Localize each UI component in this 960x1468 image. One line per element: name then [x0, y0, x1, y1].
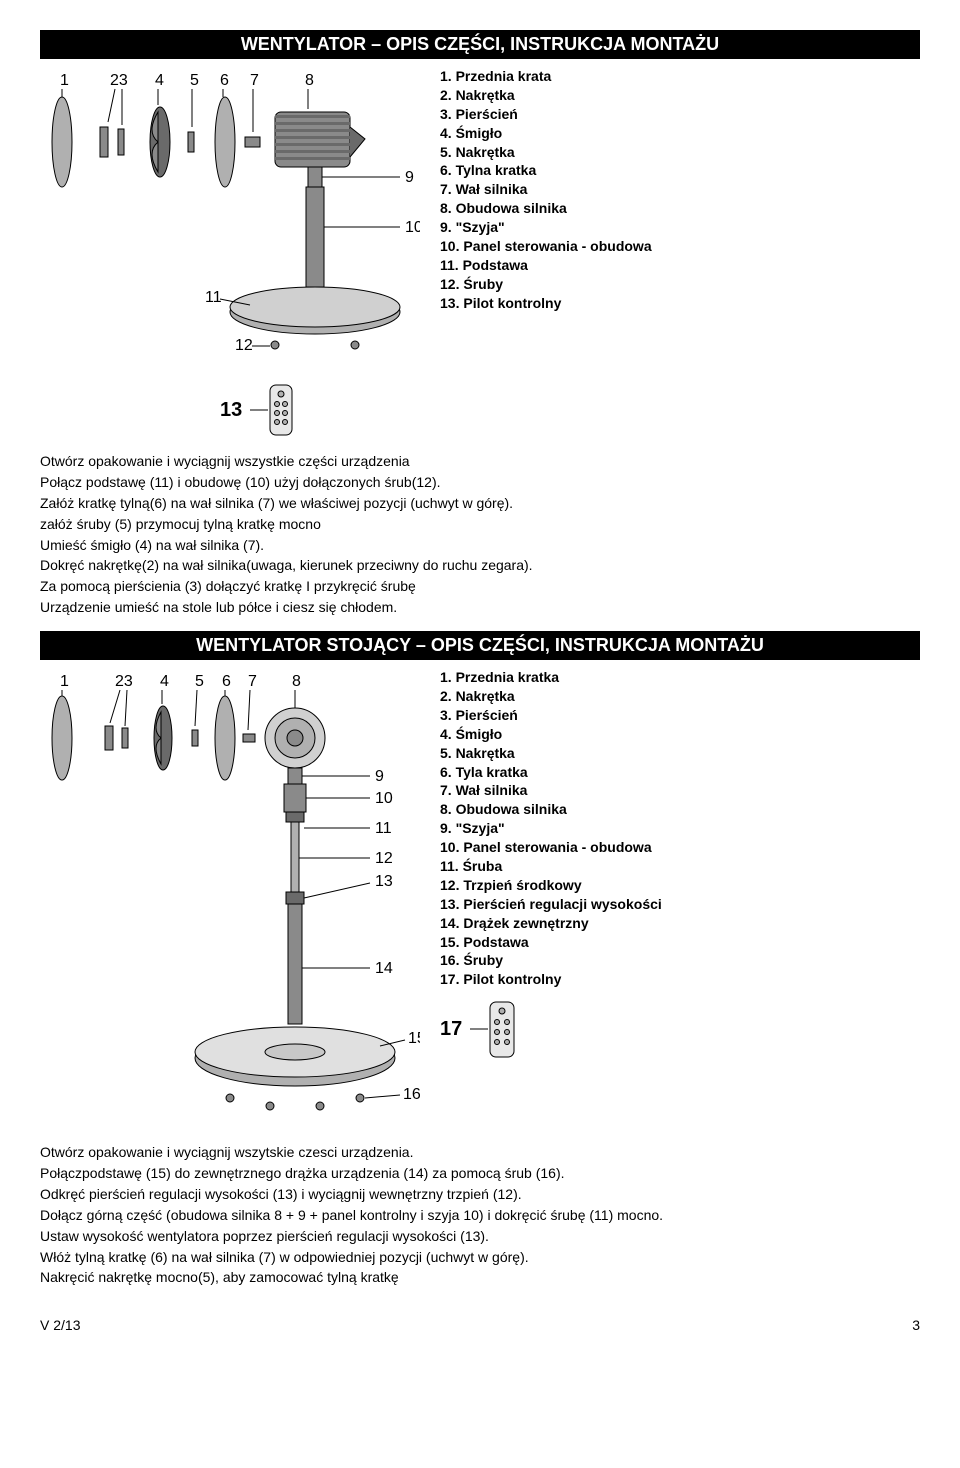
- section-2-row: 1 23 4 5 6 7 8: [40, 668, 920, 1131]
- instr1-l3: Załóż kratkę tylną(6) na wał silnika (7)…: [40, 494, 920, 513]
- instr1-l2: Połącz podstawę (11) i obudowę (10) użyj…: [40, 473, 920, 492]
- instr1-l6: Dokręć nakrętkę(2) na wał silnika(uwaga,…: [40, 556, 920, 575]
- d2-label-8: 8: [292, 673, 301, 690]
- remote-2-icon: [470, 997, 525, 1062]
- part-2-13: 13. Pierścień regulacji wysokości: [440, 895, 920, 914]
- remote-2-label: 17: [440, 1016, 462, 1043]
- d1-label-5: 5: [190, 72, 199, 89]
- d2-label-23: 23: [115, 673, 133, 690]
- part-2-4: 4. Śmigło: [440, 725, 920, 744]
- part-2-8: 8. Obudowa silnika: [440, 800, 920, 819]
- d2-label-16: 16: [403, 1086, 420, 1103]
- parts-list-2: 1. Przednia kratka 2. Nakrętka 3. Pierśc…: [440, 668, 920, 1062]
- d2-label-5: 5: [195, 673, 204, 690]
- d2-label-4: 4: [160, 673, 169, 690]
- instr1-l1: Otwórz opakowanie i wyciągnij wszystkie …: [40, 452, 920, 471]
- section-1-row: 1 23 4 5 6 7 8: [40, 67, 920, 370]
- part-2-6: 6. Tyla kratka: [440, 763, 920, 782]
- instructions-1: Otwórz opakowanie i wyciągnij wszystkie …: [40, 452, 920, 617]
- part-2-15: 15. Podstawa: [440, 933, 920, 952]
- part-1-1: 1. Przednia krata: [440, 67, 920, 86]
- d1-label-23: 23: [110, 72, 128, 89]
- d1-label-1: 1: [60, 72, 69, 89]
- d2-label-14: 14: [375, 960, 393, 977]
- d2-label-7: 7: [248, 673, 257, 690]
- instr2-l1: Otwórz opakowanie i wyciągnij wszytskie …: [40, 1143, 920, 1162]
- d1-label-6: 6: [220, 72, 229, 89]
- instr1-l7: Za pomocą pierścienia (3) dołączyć kratk…: [40, 577, 920, 596]
- part-2-9: 9. "Szyja": [440, 819, 920, 838]
- part-1-13: 13. Pilot kontrolny: [440, 294, 920, 313]
- remote-1-box: 13: [220, 380, 920, 440]
- part-2-10: 10. Panel sterowania - obudowa: [440, 838, 920, 857]
- part-1-2: 2. Nakrętka: [440, 86, 920, 105]
- part-2-12: 12. Trzpień środkowy: [440, 876, 920, 895]
- instr1-l8: Urządzenie umieść na stole lub półce i c…: [40, 598, 920, 617]
- part-1-4: 4. Śmigło: [440, 124, 920, 143]
- d1-label-9: 9: [405, 169, 414, 186]
- d2-label-15: 15: [408, 1030, 420, 1047]
- d1-label-11: 11: [205, 289, 222, 306]
- d1-label-8: 8: [305, 72, 314, 89]
- instr2-l5: Ustaw wysokość wentylatora poprzez pierś…: [40, 1227, 920, 1246]
- instr2-l7: Nakręcić nakrętkę mocno(5), aby zamocowa…: [40, 1268, 920, 1287]
- part-2-2: 2. Nakrętka: [440, 687, 920, 706]
- part-1-8: 8. Obudowa silnika: [440, 199, 920, 218]
- instructions-2: Otwórz opakowanie i wyciągnij wszytskie …: [40, 1143, 920, 1287]
- section-2-header: WENTYLATOR STOJĄCY – OPIS CZĘŚCI, INSTRU…: [40, 631, 920, 660]
- diagram-1: 1 23 4 5 6 7 8: [40, 67, 420, 370]
- part-2-11: 11. Śruba: [440, 857, 920, 876]
- part-1-3: 3. Pierścień: [440, 105, 920, 124]
- remote-1-icon: [250, 380, 300, 440]
- instr2-l6: Włóż tylną kratkę (6) na wał silnika (7)…: [40, 1248, 920, 1267]
- page-footer: V 2/13 3: [40, 1317, 920, 1333]
- footer-left: V 2/13: [40, 1317, 80, 1333]
- instr1-l5: Umieść śmigło (4) na wał silnika (7).: [40, 536, 920, 555]
- parts-list-1: 1. Przednia krata 2. Nakrętka 3. Pierści…: [440, 67, 920, 313]
- part-1-5: 5. Nakrętka: [440, 143, 920, 162]
- instr2-l3: Odkręć pierścień regulacji wysokości (13…: [40, 1185, 920, 1204]
- part-2-3: 3. Pierścień: [440, 706, 920, 725]
- part-1-10: 10. Panel sterowania - obudowa: [440, 237, 920, 256]
- footer-right: 3: [912, 1317, 920, 1333]
- instr1-l4: załóż śruby (5) przymocuj tylną kratkę m…: [40, 515, 920, 534]
- d1-label-7: 7: [250, 72, 259, 89]
- part-2-14: 14. Drążek zewnętrzny: [440, 914, 920, 933]
- diagram-2: 1 23 4 5 6 7 8: [40, 668, 420, 1131]
- part-1-6: 6. Tylna kratka: [440, 161, 920, 180]
- fan-diagram-1-svg: 1 23 4 5 6 7 8: [40, 67, 420, 367]
- part-2-1: 1. Przednia kratka: [440, 668, 920, 687]
- d1-label-4: 4: [155, 72, 164, 89]
- part-1-7: 7. Wał silnika: [440, 180, 920, 199]
- fan-diagram-2-svg: 1 23 4 5 6 7 8: [40, 668, 420, 1128]
- d1-label-10: 10: [405, 219, 420, 236]
- d2-label-13: 13: [375, 873, 393, 890]
- remote-1-label: 13: [220, 399, 242, 422]
- part-2-17: 17. Pilot kontrolny: [440, 970, 920, 989]
- part-2-16: 16. Śruby: [440, 951, 920, 970]
- d1-label-12: 12: [235, 337, 253, 354]
- instr2-l2: Połączpodstawę (15) do zewnętrznego drąż…: [40, 1164, 920, 1183]
- d2-label-10: 10: [375, 790, 393, 807]
- d2-label-6: 6: [222, 673, 231, 690]
- d2-label-11: 11: [375, 820, 392, 837]
- part-2-5: 5. Nakrętka: [440, 744, 920, 763]
- part-1-11: 11. Podstawa: [440, 256, 920, 275]
- part-1-9: 9. "Szyja": [440, 218, 920, 237]
- remote-2-box: 17: [440, 997, 920, 1062]
- part-1-12: 12. Śruby: [440, 275, 920, 294]
- d2-label-12: 12: [375, 850, 393, 867]
- section-1-header: WENTYLATOR – OPIS CZĘŚCI, INSTRUKCJA MON…: [40, 30, 920, 59]
- instr2-l4: Dołącz górną część (obudowa silnika 8 + …: [40, 1206, 920, 1225]
- d2-label-9: 9: [375, 768, 384, 785]
- part-2-7: 7. Wał silnika: [440, 781, 920, 800]
- d2-label-1: 1: [60, 673, 69, 690]
